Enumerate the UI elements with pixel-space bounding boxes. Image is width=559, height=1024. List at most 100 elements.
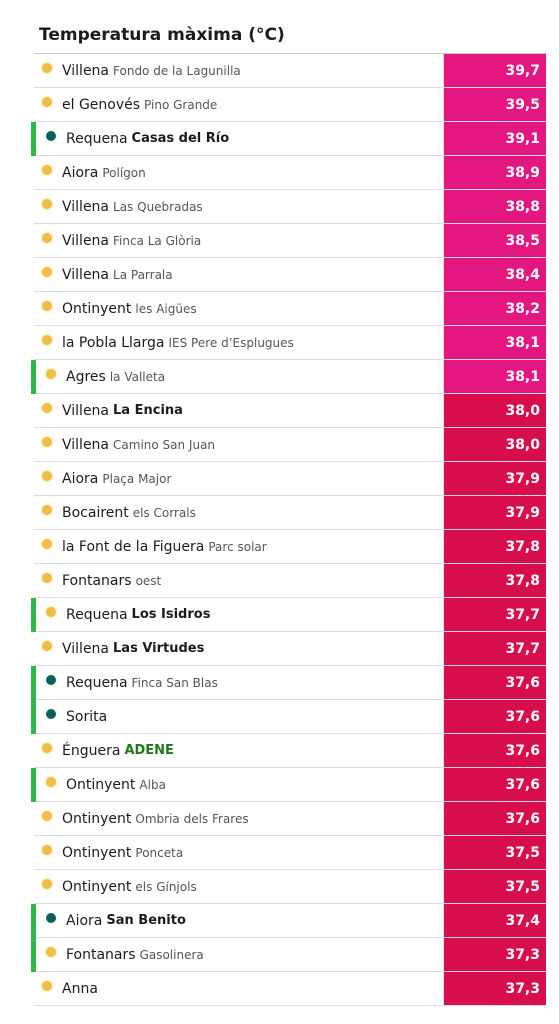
station-cell: Villena Fondo de la Lagunilla	[34, 54, 445, 87]
station-marker	[31, 598, 36, 632]
table-row[interactable]: Énguera ADENE 37,6	[34, 734, 546, 768]
station-cell: Ontinyent Ponceta	[34, 836, 445, 869]
table-row[interactable]: Requena Finca San Blas 37,6	[31, 666, 546, 700]
station-location: Ponceta	[135, 845, 184, 860]
table-row[interactable]: Anna 37,3	[34, 972, 546, 1006]
station-town: Villena	[62, 436, 110, 453]
station-location: Alba	[139, 777, 166, 792]
station-town: Énguera	[62, 742, 121, 759]
station-cell: la Pobla Llarga IES Pere d’Esplugues	[34, 326, 445, 359]
station-cell: Aiora San Benito	[34, 904, 445, 937]
table-row[interactable]: Fontanars oest 37,8	[34, 564, 546, 598]
station-town: Agres	[66, 368, 106, 385]
station-cell: la Font de la Figuera Parc solar	[34, 530, 445, 563]
sun-icon	[42, 96, 52, 107]
table-row[interactable]: Villena Finca La Glòria 38,5	[34, 224, 546, 258]
station-location: Camino San Juan	[113, 437, 216, 452]
station-location: San Benito	[106, 913, 186, 928]
station-cell: Fontanars oest	[34, 564, 445, 597]
station-town: Aiora	[66, 912, 103, 929]
table-row[interactable]: Aiora Polígon 38,9	[34, 156, 546, 190]
station-location: Ombria dels Frares	[135, 811, 249, 826]
temperature-value: 39,5	[444, 88, 546, 121]
station-location: Los Isidros	[131, 607, 211, 622]
sun-icon	[46, 606, 56, 617]
table-row[interactable]: Requena Casas del Río 39,1	[31, 122, 546, 156]
temperature-value: 37,5	[444, 870, 546, 903]
station-town: Requena	[66, 130, 128, 147]
temperature-table: Villena Fondo de la Lagunilla 39,7 el Genov…	[31, 54, 546, 1006]
table-row[interactable]: Ontinyent les Aigües 38,2	[34, 292, 546, 326]
station-location: Finca La Glòria	[113, 233, 202, 248]
station-marker	[31, 666, 36, 700]
table-row[interactable]: Ontinyent Ponceta 37,5	[34, 836, 546, 870]
teal-dot-icon	[46, 708, 56, 719]
table-row[interactable]: Aiora San Benito 37,4	[31, 904, 546, 938]
station-town: Bocairent	[62, 504, 129, 521]
station-cell: Énguera ADENE	[34, 734, 445, 767]
station-town: la Pobla Llarga	[62, 334, 165, 351]
station-cell: el Genovés Pino Grande	[34, 88, 445, 121]
temperature-value: 37,6	[444, 802, 546, 835]
temperature-value: 38,2	[444, 292, 546, 325]
station-town: el Genovés	[62, 96, 141, 113]
station-cell: Villena Las Quebradas	[34, 190, 445, 223]
table-row[interactable]: Requena Los Isidros 37,7	[31, 598, 546, 632]
station-location: els Gínjols	[135, 879, 197, 894]
sun-icon	[42, 572, 52, 583]
table-row[interactable]: Aiora Plaça Major 37,9	[34, 462, 546, 496]
sun-icon	[42, 980, 52, 991]
table-row[interactable]: la Pobla Llarga IES Pere d’Esplugues 38,1	[34, 326, 546, 360]
station-town: Villena	[62, 198, 110, 215]
station-location: La Parrala	[113, 267, 173, 282]
sun-icon	[42, 844, 52, 855]
station-cell: Villena Las Virtudes	[34, 632, 445, 665]
station-cell: Villena La Parrala	[34, 258, 445, 291]
station-cell: Bocairent els Corrals	[34, 496, 445, 529]
station-town: Villena	[62, 62, 110, 79]
table-row[interactable]: Villena Fondo de la Lagunilla 39,7	[34, 54, 546, 88]
table-row[interactable]: Ontinyent Alba 37,6	[31, 768, 546, 802]
table-row[interactable]: Villena Las Virtudes 37,7	[34, 632, 546, 666]
station-town: Villena	[62, 640, 110, 657]
temperature-value: 38,5	[444, 224, 546, 257]
sun-icon	[46, 776, 56, 787]
table-row[interactable]: Ontinyent els Gínjols 37,5	[34, 870, 546, 904]
table-row[interactable]: Sorita 37,6	[31, 700, 546, 734]
temperature-value: 38,9	[444, 156, 546, 189]
station-town: Requena	[66, 606, 128, 623]
table-row[interactable]: Villena La Encina 38,0	[34, 394, 546, 428]
table-row[interactable]: el Genovés Pino Grande 39,5	[34, 88, 546, 122]
sun-icon	[42, 198, 52, 209]
table-row[interactable]: Villena La Parrala 38,4	[34, 258, 546, 292]
table-row[interactable]: Bocairent els Corrals 37,9	[34, 496, 546, 530]
temperature-value: 37,9	[444, 496, 546, 529]
temperature-value: 38,8	[444, 190, 546, 223]
station-town: Aiora	[62, 470, 99, 487]
station-location: ADENE	[124, 743, 174, 758]
temperature-value: 38,0	[444, 394, 546, 427]
temperature-value: 38,1	[444, 360, 546, 393]
station-marker	[31, 768, 36, 802]
station-location: Gasolinera	[139, 947, 204, 962]
station-location: IES Pere d’Esplugues	[168, 335, 294, 350]
station-town: la Font de la Figuera	[62, 538, 205, 555]
temperature-value: 37,4	[444, 904, 546, 937]
table-row[interactable]: la Font de la Figuera Parc solar 37,8	[34, 530, 546, 564]
sun-icon	[42, 402, 52, 413]
station-location: les Aigües	[135, 301, 197, 316]
sun-icon	[42, 742, 52, 753]
station-town: Villena	[62, 266, 110, 283]
station-location: Las Virtudes	[113, 641, 205, 656]
table-row[interactable]: Villena Camino San Juan 38,0	[34, 428, 546, 462]
sun-icon	[42, 62, 52, 73]
temperature-value: 37,3	[444, 972, 546, 1005]
table-row[interactable]: Agres la Valleta 38,1	[31, 360, 546, 394]
temperature-value: 37,9	[444, 462, 546, 495]
temperature-value: 37,8	[444, 564, 546, 597]
table-row[interactable]: Ontinyent Ombria dels Frares 37,6	[34, 802, 546, 836]
station-cell: Agres la Valleta	[34, 360, 445, 393]
table-row[interactable]: Fontanars Gasolinera 37,3	[31, 938, 546, 972]
station-cell: Requena Finca San Blas	[34, 666, 445, 699]
table-row[interactable]: Villena Las Quebradas 38,8	[34, 190, 546, 224]
